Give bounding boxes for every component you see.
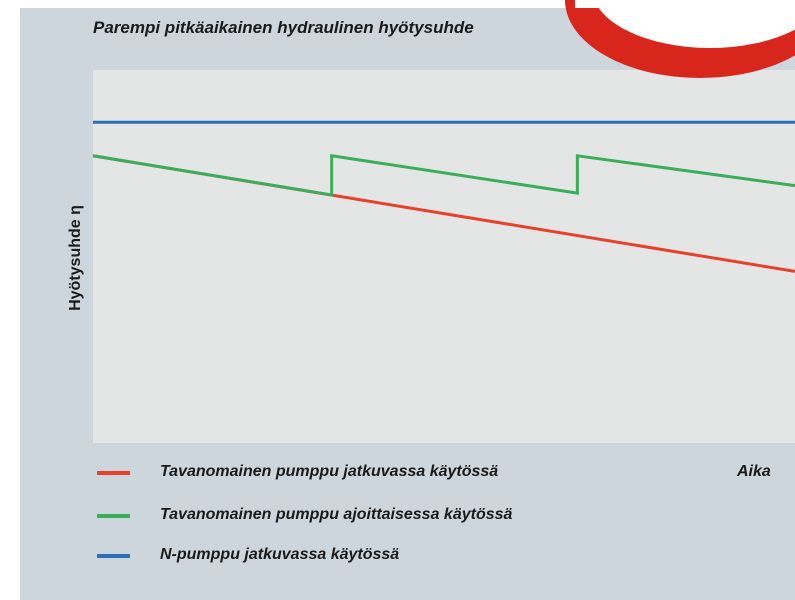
legend-label: Tavanomainen pumppu jatkuvassa käytössä xyxy=(160,463,498,481)
decoration xyxy=(565,0,795,78)
plot-area xyxy=(93,70,795,443)
legend-label: N-pumppu jatkuvassa käytössä xyxy=(160,546,399,564)
x-axis-label: Aika xyxy=(737,463,771,481)
page: Parempi pitkäaikainen hydraulinen hyötys… xyxy=(0,0,795,600)
y-axis-label: Hyötysuhde η xyxy=(67,205,85,311)
legend-label: Tavanomainen pumppu ajoittaisessa käytös… xyxy=(160,506,512,524)
chart-title: Parempi pitkäaikainen hydraulinen hyötys… xyxy=(93,18,503,37)
